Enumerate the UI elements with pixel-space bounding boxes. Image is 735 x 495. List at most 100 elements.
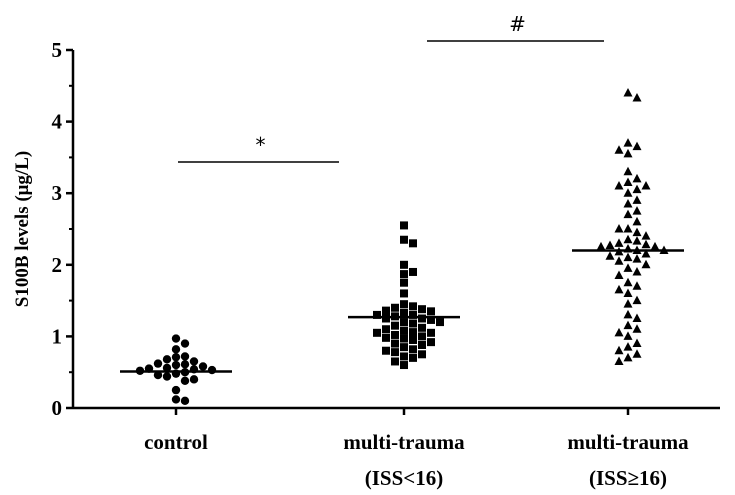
data-point-triangle — [623, 87, 633, 97]
data-point-square — [418, 350, 426, 359]
data-point-triangle — [641, 239, 651, 249]
data-point-triangle — [605, 251, 615, 260]
data-point-triangle — [632, 266, 642, 276]
data-point-triangle — [623, 252, 633, 262]
data-point-triangle — [614, 345, 624, 355]
data-point-circle — [171, 385, 181, 395]
y-tick-label: 1 — [52, 324, 63, 348]
data-point-triangle — [623, 320, 633, 330]
y-tick-label: 3 — [52, 181, 63, 205]
data-point-triangle — [614, 256, 624, 265]
data-point-triangle — [623, 299, 633, 308]
data-point-square — [409, 302, 417, 311]
data-point-square — [400, 260, 408, 269]
data-point-triangle — [623, 198, 633, 208]
data-point-square — [400, 289, 408, 298]
data-point-square — [427, 328, 435, 337]
data-point-square — [409, 267, 417, 276]
data-point-square — [400, 352, 408, 361]
data-point-triangle — [614, 284, 624, 294]
data-points — [135, 87, 669, 406]
x-axis: control multi-trauma (ISS<16) multi-trauma (… — [73, 406, 720, 490]
data-point-triangle — [632, 206, 642, 215]
data-point-triangle — [632, 195, 642, 204]
y-tick-label: 5 — [52, 38, 63, 62]
data-point-triangle — [623, 263, 633, 272]
data-point-triangle — [623, 331, 633, 340]
data-point-triangle — [623, 177, 633, 186]
data-point-square — [382, 314, 390, 323]
data-point-circle — [180, 396, 190, 406]
data-point-triangle — [641, 259, 651, 269]
data-point-triangle — [623, 138, 633, 147]
data-point-triangle — [632, 173, 642, 183]
data-point-triangle — [623, 166, 633, 176]
data-point-triangle — [632, 324, 642, 333]
data-point-square — [409, 353, 417, 362]
data-point-triangle — [632, 349, 642, 358]
data-point-square — [436, 318, 444, 327]
data-point-triangle — [623, 209, 633, 219]
mean-lines — [120, 249, 684, 373]
data-point-triangle — [632, 313, 642, 322]
data-point-square — [382, 346, 390, 355]
data-point-square — [418, 340, 426, 349]
data-point-triangle — [596, 241, 606, 251]
data-point-circle — [180, 352, 190, 361]
data-point-square — [409, 319, 417, 328]
y-tick-label: 2 — [52, 253, 63, 277]
data-point-square — [400, 270, 408, 279]
data-point-square — [391, 330, 399, 339]
data-point-triangle — [614, 181, 624, 190]
y-tick-label: 4 — [52, 110, 63, 134]
data-point-triangle — [605, 240, 615, 249]
data-point-square — [373, 310, 381, 319]
data-point-circle — [198, 362, 208, 371]
data-point-triangle — [623, 342, 633, 351]
data-point-triangle — [632, 236, 642, 245]
data-point-circle — [162, 363, 172, 373]
data-point-triangle — [632, 141, 642, 151]
data-point-square — [391, 339, 399, 348]
data-point-triangle — [632, 184, 642, 194]
data-point-circle — [171, 345, 181, 354]
data-point-square — [418, 305, 426, 314]
data-point-triangle — [641, 249, 651, 258]
data-point-triangle — [632, 92, 642, 102]
x-category-sublabel: (ISS≥16) — [589, 466, 667, 490]
x-category-label: control — [144, 430, 208, 454]
significance-marker: # — [509, 12, 526, 36]
data-point-square — [409, 345, 417, 354]
data-point-triangle — [641, 181, 651, 190]
data-point-square — [418, 314, 426, 323]
data-point-circle — [171, 360, 181, 370]
data-point-square — [382, 333, 390, 342]
data-point-square — [400, 318, 408, 327]
y-axis: 0 1 2 3 4 5 — [52, 38, 75, 420]
data-point-circle — [162, 355, 172, 364]
data-point-triangle — [614, 224, 624, 233]
data-point-square — [427, 338, 435, 347]
data-point-square — [382, 306, 390, 315]
data-point-circle — [171, 395, 181, 404]
data-point-triangle — [614, 145, 624, 154]
data-point-triangle — [641, 231, 651, 240]
data-point-square — [418, 332, 426, 341]
data-point-triangle — [614, 270, 624, 280]
data-point-triangle — [614, 356, 624, 365]
data-point-triangle — [632, 216, 642, 226]
data-point-square — [400, 235, 408, 244]
data-point-triangle — [623, 352, 633, 362]
data-point-square — [400, 343, 408, 352]
data-point-circle — [171, 352, 181, 362]
x-category-sublabel: (ISS<16) — [365, 466, 443, 490]
data-point-triangle — [632, 227, 642, 237]
data-point-circle — [180, 360, 190, 369]
data-point-circle — [153, 359, 163, 368]
data-point-square — [391, 357, 399, 366]
data-point-square — [400, 326, 408, 335]
data-point-square — [400, 278, 408, 287]
data-point-circle — [171, 334, 181, 343]
data-point-circle — [153, 370, 163, 380]
